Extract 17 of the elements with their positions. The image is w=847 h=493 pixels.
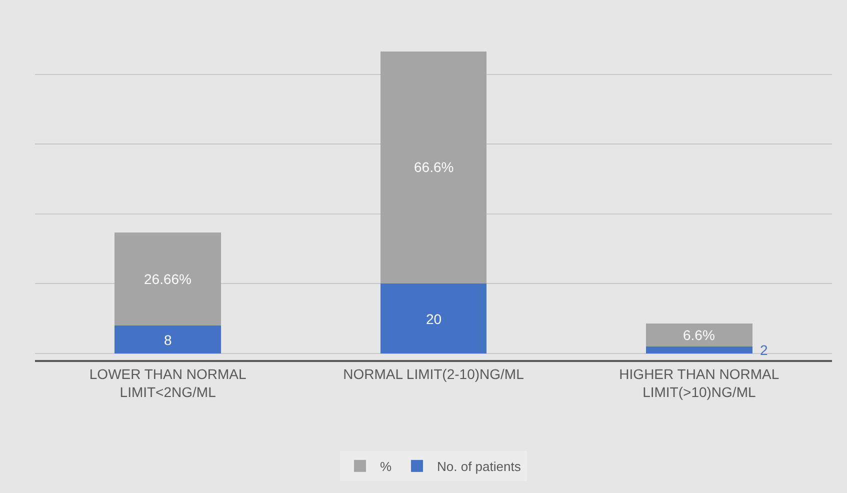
bar: [114, 326, 221, 354]
data-label: 20: [426, 311, 442, 327]
legend-label: %: [380, 459, 392, 474]
bar: [646, 346, 752, 354]
data-label: 66.6%: [414, 159, 454, 175]
x-tick-label: NORMAL LIMIT(2-10)NG/ML: [343, 366, 524, 382]
data-label: 2: [760, 342, 768, 358]
bar: [380, 51, 487, 284]
data-label: 26.66%: [144, 271, 192, 287]
bar: [380, 284, 487, 354]
data-label: 6.6%: [683, 327, 715, 343]
bar: [646, 323, 752, 347]
x-tick-label: HIGHER THAN NORMAL LIMIT(>10)NG/ML: [619, 366, 780, 400]
data-label: 8: [164, 332, 172, 348]
x-tick-label: LOWER THAN NORMAL LIMIT<2NG/ML: [89, 366, 246, 400]
legend-label: No. of patients: [437, 459, 522, 474]
bar: [114, 232, 221, 326]
